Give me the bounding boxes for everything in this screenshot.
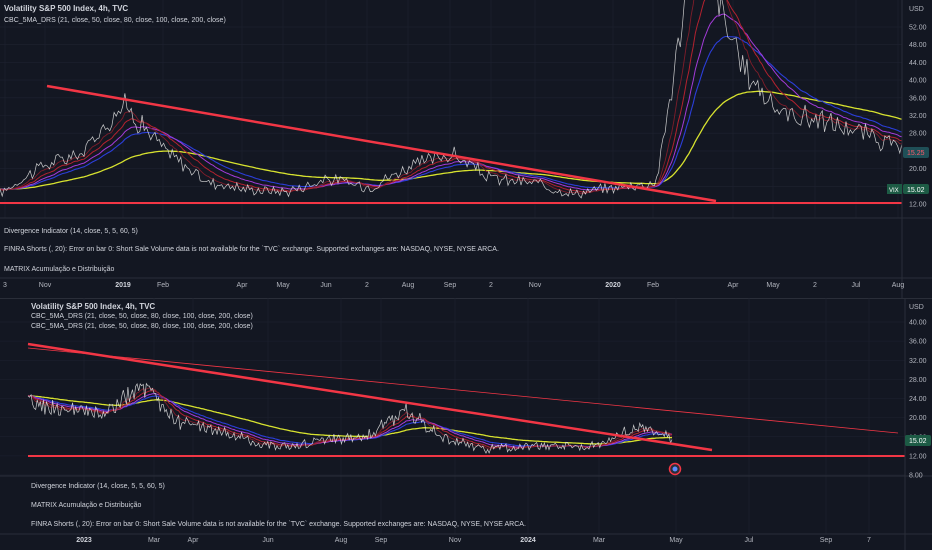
x-tick-label: May [276, 282, 290, 289]
top-price-line[interactable] [0, 0, 903, 199]
bottom-chart-title: Volatility S&P 500 Index, 4h, TVC [31, 302, 155, 311]
bottom-panel: Volatility S&P 500 Index, 4h, TVC CBC_5M… [0, 298, 932, 550]
bottom-price-label-bg [905, 435, 931, 446]
earnings-event-icon-inner [672, 466, 678, 472]
bottom-time-scale[interactable]: 2023 Mar Apr Jun Aug Sep Nov 2024 Mar May Jul Sep 7 [76, 537, 871, 544]
x-tick-label: Apr [237, 282, 249, 289]
top-matrix-label[interactable]: MATRIX Acumulação e Distribuição [4, 266, 114, 273]
top-currency-label[interactable]: USD [909, 6, 924, 13]
x-tick-label: Apr [728, 282, 740, 289]
top-price-scale[interactable]: 52.0048.0044.0040.0036.0032.0028.0024.00… [909, 25, 927, 209]
y-tick-label: 40.00 [909, 78, 927, 85]
x-tick-label: Jul [745, 537, 754, 544]
y-tick-label: 48.00 [909, 42, 927, 49]
bottom-divergence-indicator-label[interactable]: Divergence Indicator (14, close, 5, 5, 6… [31, 483, 165, 490]
y-tick-label: 20.00 [909, 166, 927, 173]
bottom-ma-indicator-label-1[interactable]: CBC_5MA_DRS (21, close, 50, close, 80, c… [31, 313, 253, 320]
x-tick-label: Nov [39, 282, 52, 289]
x-tick-label: Feb [157, 282, 169, 289]
x-tick-label: May [766, 282, 780, 289]
x-tick-label: 7 [867, 537, 871, 544]
x-tick-label: 2 [489, 282, 493, 289]
bottom-descending-trendline[interactable] [27, 342, 713, 452]
bottom-finra-shorts-label[interactable]: FINRA Shorts (, 20): Error on bar 0: Sho… [31, 521, 526, 528]
top-ma-50-line[interactable] [0, 0, 903, 193]
x-tick-label: Aug [402, 282, 415, 289]
top-descending-trendline[interactable] [46, 84, 717, 203]
y-tick-label: 20.00 [909, 415, 927, 422]
y-tick-label: 36.00 [909, 95, 927, 102]
x-tick-label: Apr [188, 537, 200, 544]
top-panel: Volatility S&P 500 Index, 4h, TVC CBC_5M… [0, 0, 932, 298]
bottom-matrix-label[interactable]: MATRIX Acumulação e Distribuição [31, 502, 141, 509]
x-tick-label: Aug [892, 282, 905, 289]
top-divergence-indicator-label[interactable]: Divergence Indicator (14, close, 5, 5, 6… [4, 228, 138, 235]
y-tick-label: 32.00 [909, 358, 927, 365]
top-chart-svg[interactable]: Volatility S&P 500 Index, 4h, TVC CBC_5M… [0, 0, 932, 298]
y-tick-label: 44.00 [909, 60, 927, 67]
y-tick-label: 52.00 [909, 25, 927, 32]
y-tick-label: 32.00 [909, 113, 927, 120]
top-price-label: 15.25 [907, 150, 925, 157]
top-vix-tag: VIX [889, 188, 899, 194]
x-tick-label: Sep [375, 537, 388, 544]
x-tick-label: 2019 [115, 282, 131, 289]
top-time-scale[interactable]: 3 Nov 2019 Feb Apr May Jun 2 Aug Sep 2 Nov 2020 Feb Ap… [3, 282, 904, 289]
x-tick-label: Sep [820, 537, 833, 544]
y-tick-label: 12.00 [909, 453, 927, 460]
y-tick-label: 40.00 [909, 320, 927, 327]
y-tick-label: 28.00 [909, 377, 927, 384]
x-tick-label: Feb [647, 282, 659, 289]
top-vix-tag-bg [887, 184, 902, 194]
y-tick-label: 12.00 [909, 202, 927, 209]
top-chart-title: Volatility S&P 500 Index, 4h, TVC [4, 4, 128, 13]
bottom-currency-label[interactable]: USD [909, 304, 924, 311]
top-ma-21-line[interactable] [0, 0, 903, 195]
x-tick-label: Jun [262, 537, 273, 544]
x-tick-label: 2024 [520, 537, 536, 544]
x-tick-label: 2 [365, 282, 369, 289]
bottom-chart-svg[interactable]: Volatility S&P 500 Index, 4h, TVC CBC_5M… [0, 298, 932, 550]
y-tick-label: 28.00 [909, 131, 927, 138]
x-tick-label: Mar [593, 537, 606, 544]
x-tick-label: 2023 [76, 537, 92, 544]
y-tick-label: 24.00 [909, 396, 927, 403]
bottom-price-label: 15.02 [909, 438, 927, 445]
x-tick-label: 2 [813, 282, 817, 289]
bottom-price-line[interactable] [27, 382, 673, 454]
bottom-thin-trendline[interactable] [27, 347, 899, 434]
x-tick-label: Jun [320, 282, 331, 289]
x-tick-label: Jul [852, 282, 861, 289]
top-vix-value-bg [903, 184, 929, 194]
bottom-price-scale[interactable]: 40.0036.0032.0028.0024.0020.0016.0012.00… [909, 320, 927, 480]
y-tick-label: 8.00 [909, 473, 923, 480]
x-tick-label: Nov [529, 282, 542, 289]
x-tick-label: May [669, 537, 683, 544]
x-tick-label: Nov [449, 537, 462, 544]
bottom-ma-indicator-label-2[interactable]: CBC_5MA_DRS (21, close, 50, close, 80, c… [31, 323, 253, 330]
top-ma-200-line[interactable] [0, 90, 903, 190]
top-finra-shorts-label[interactable]: FINRA Shorts (, 20): Error on bar 0: Sho… [4, 246, 499, 253]
top-vix-value: 15.02 [907, 187, 925, 194]
x-tick-label: Mar [148, 537, 161, 544]
y-tick-label: 36.00 [909, 339, 927, 346]
x-tick-label: 2020 [605, 282, 621, 289]
x-tick-label: Sep [444, 282, 457, 289]
top-price-label-bg [903, 147, 929, 158]
x-tick-label: 3 [3, 282, 7, 289]
top-ma-indicator-label[interactable]: CBC_5MA_DRS (21, close, 50, close, 80, c… [4, 17, 226, 24]
x-tick-label: Aug [335, 537, 348, 544]
